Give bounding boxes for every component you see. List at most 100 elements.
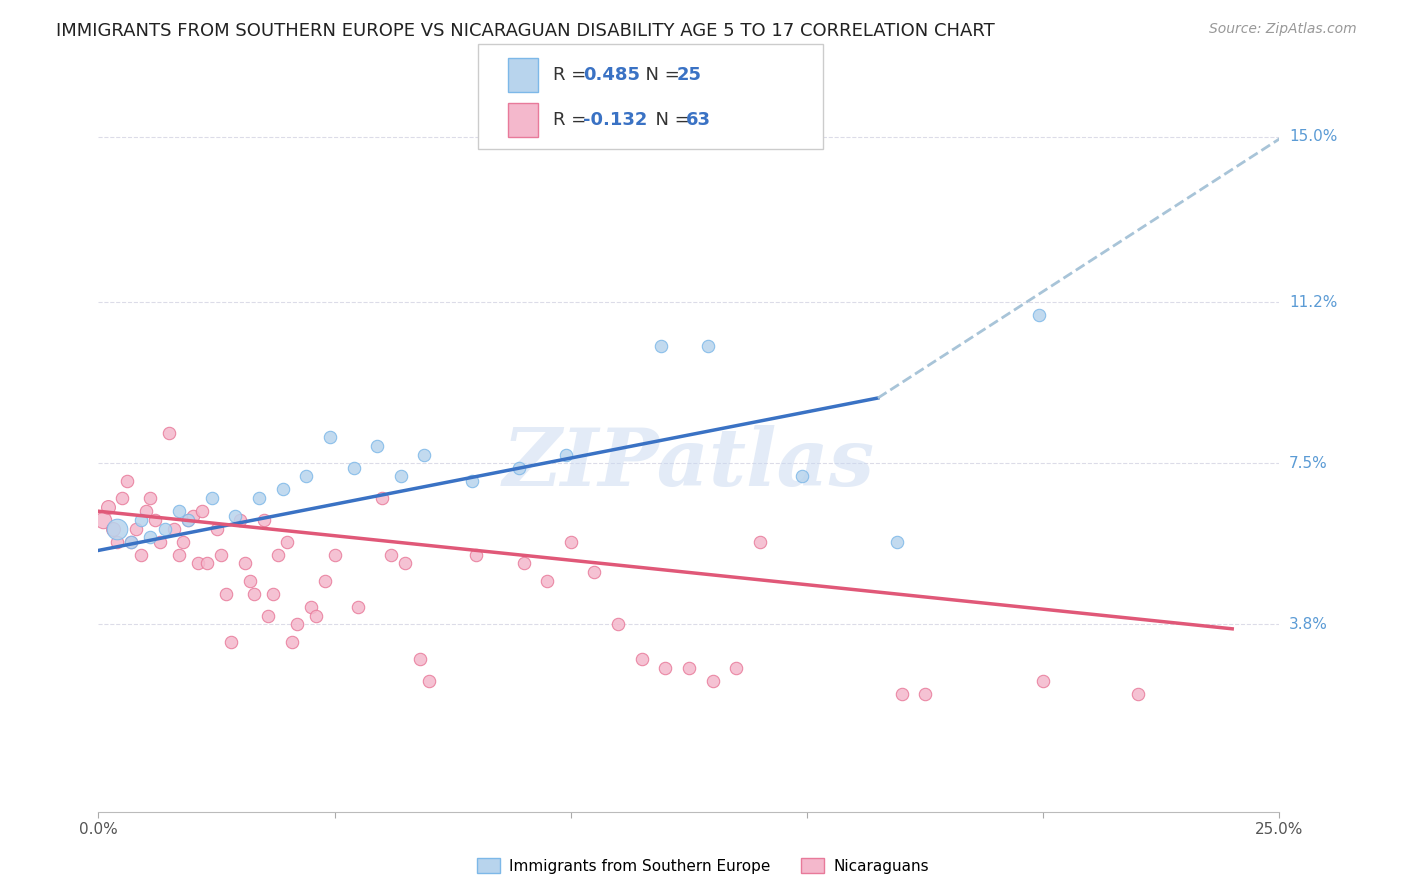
Point: [262, 587, 284, 601]
Point: [172, 534, 194, 549]
Point: [229, 513, 252, 527]
Point: [285, 617, 308, 632]
Point: [101, 522, 124, 536]
Point: [167, 548, 190, 562]
Point: [702, 674, 724, 689]
Point: [195, 557, 218, 571]
Point: [725, 661, 748, 675]
Point: [233, 557, 256, 571]
Point: [97, 500, 120, 514]
Point: [678, 661, 700, 675]
Point: [630, 652, 652, 666]
Point: [1028, 308, 1050, 322]
Point: [460, 474, 482, 488]
Point: [157, 425, 180, 440]
Text: 0.485: 0.485: [583, 66, 641, 84]
Point: [135, 504, 157, 518]
Text: 7.5%: 7.5%: [1289, 456, 1327, 471]
Point: [139, 530, 162, 544]
Point: [105, 522, 128, 536]
Point: [555, 448, 578, 462]
Point: [111, 491, 134, 505]
Text: ZIPatlas: ZIPatlas: [503, 425, 875, 502]
Point: [465, 548, 488, 562]
Point: [792, 469, 814, 483]
Point: [139, 491, 162, 505]
Point: [394, 557, 416, 571]
Point: [219, 635, 242, 649]
Point: [115, 474, 138, 488]
Point: [560, 534, 582, 549]
Point: [281, 635, 304, 649]
Point: [253, 513, 276, 527]
Point: [243, 587, 266, 601]
Point: [650, 339, 672, 353]
Text: N =: N =: [644, 112, 696, 129]
Point: [408, 652, 430, 666]
Point: [371, 491, 394, 505]
Point: [696, 339, 718, 353]
Point: [1126, 687, 1149, 701]
Point: [654, 661, 676, 675]
Point: [91, 513, 114, 527]
Point: [323, 548, 346, 562]
Legend: Immigrants from Southern Europe, Nicaraguans: Immigrants from Southern Europe, Nicarag…: [471, 852, 935, 880]
Point: [890, 687, 912, 701]
Point: [105, 534, 128, 549]
Text: N =: N =: [634, 66, 686, 84]
Point: [276, 534, 298, 549]
Point: [748, 534, 770, 549]
Point: [319, 430, 342, 444]
Text: R =: R =: [553, 112, 592, 129]
Point: [508, 460, 530, 475]
Point: [914, 687, 936, 701]
Point: [366, 439, 388, 453]
Point: [247, 491, 270, 505]
Point: [305, 608, 328, 623]
Point: [267, 548, 290, 562]
Text: R =: R =: [553, 66, 592, 84]
Point: [129, 548, 152, 562]
Point: [607, 617, 630, 632]
Point: [380, 548, 402, 562]
Point: [125, 522, 148, 536]
Point: [257, 608, 280, 623]
Point: [129, 513, 152, 527]
Point: [153, 522, 176, 536]
Text: 63: 63: [686, 112, 711, 129]
Point: [418, 674, 440, 689]
Point: [583, 565, 606, 579]
Point: [121, 534, 143, 549]
Point: [342, 460, 364, 475]
Point: [187, 557, 209, 571]
Point: [143, 513, 166, 527]
Point: [389, 469, 412, 483]
Point: [224, 508, 246, 523]
Text: 11.2%: 11.2%: [1289, 294, 1337, 310]
Point: [177, 513, 200, 527]
Point: [1032, 674, 1054, 689]
Point: [239, 574, 262, 588]
Point: [191, 504, 214, 518]
Point: [271, 483, 294, 497]
Point: [201, 491, 224, 505]
Point: [347, 600, 370, 615]
Text: 3.8%: 3.8%: [1289, 617, 1329, 632]
Point: [299, 600, 322, 615]
Point: [149, 534, 172, 549]
Point: [177, 513, 200, 527]
Point: [121, 534, 143, 549]
Text: IMMIGRANTS FROM SOUTHERN EUROPE VS NICARAGUAN DISABILITY AGE 5 TO 17 CORRELATION: IMMIGRANTS FROM SOUTHERN EUROPE VS NICAR…: [56, 22, 995, 40]
Point: [314, 574, 336, 588]
Text: Source: ZipAtlas.com: Source: ZipAtlas.com: [1209, 22, 1357, 37]
Point: [209, 548, 232, 562]
Point: [181, 508, 204, 523]
Point: [163, 522, 186, 536]
Point: [215, 587, 238, 601]
Point: [205, 522, 228, 536]
Text: 15.0%: 15.0%: [1289, 129, 1337, 145]
Point: [886, 534, 908, 549]
Point: [536, 574, 558, 588]
Text: -0.132: -0.132: [583, 112, 648, 129]
Point: [413, 448, 436, 462]
